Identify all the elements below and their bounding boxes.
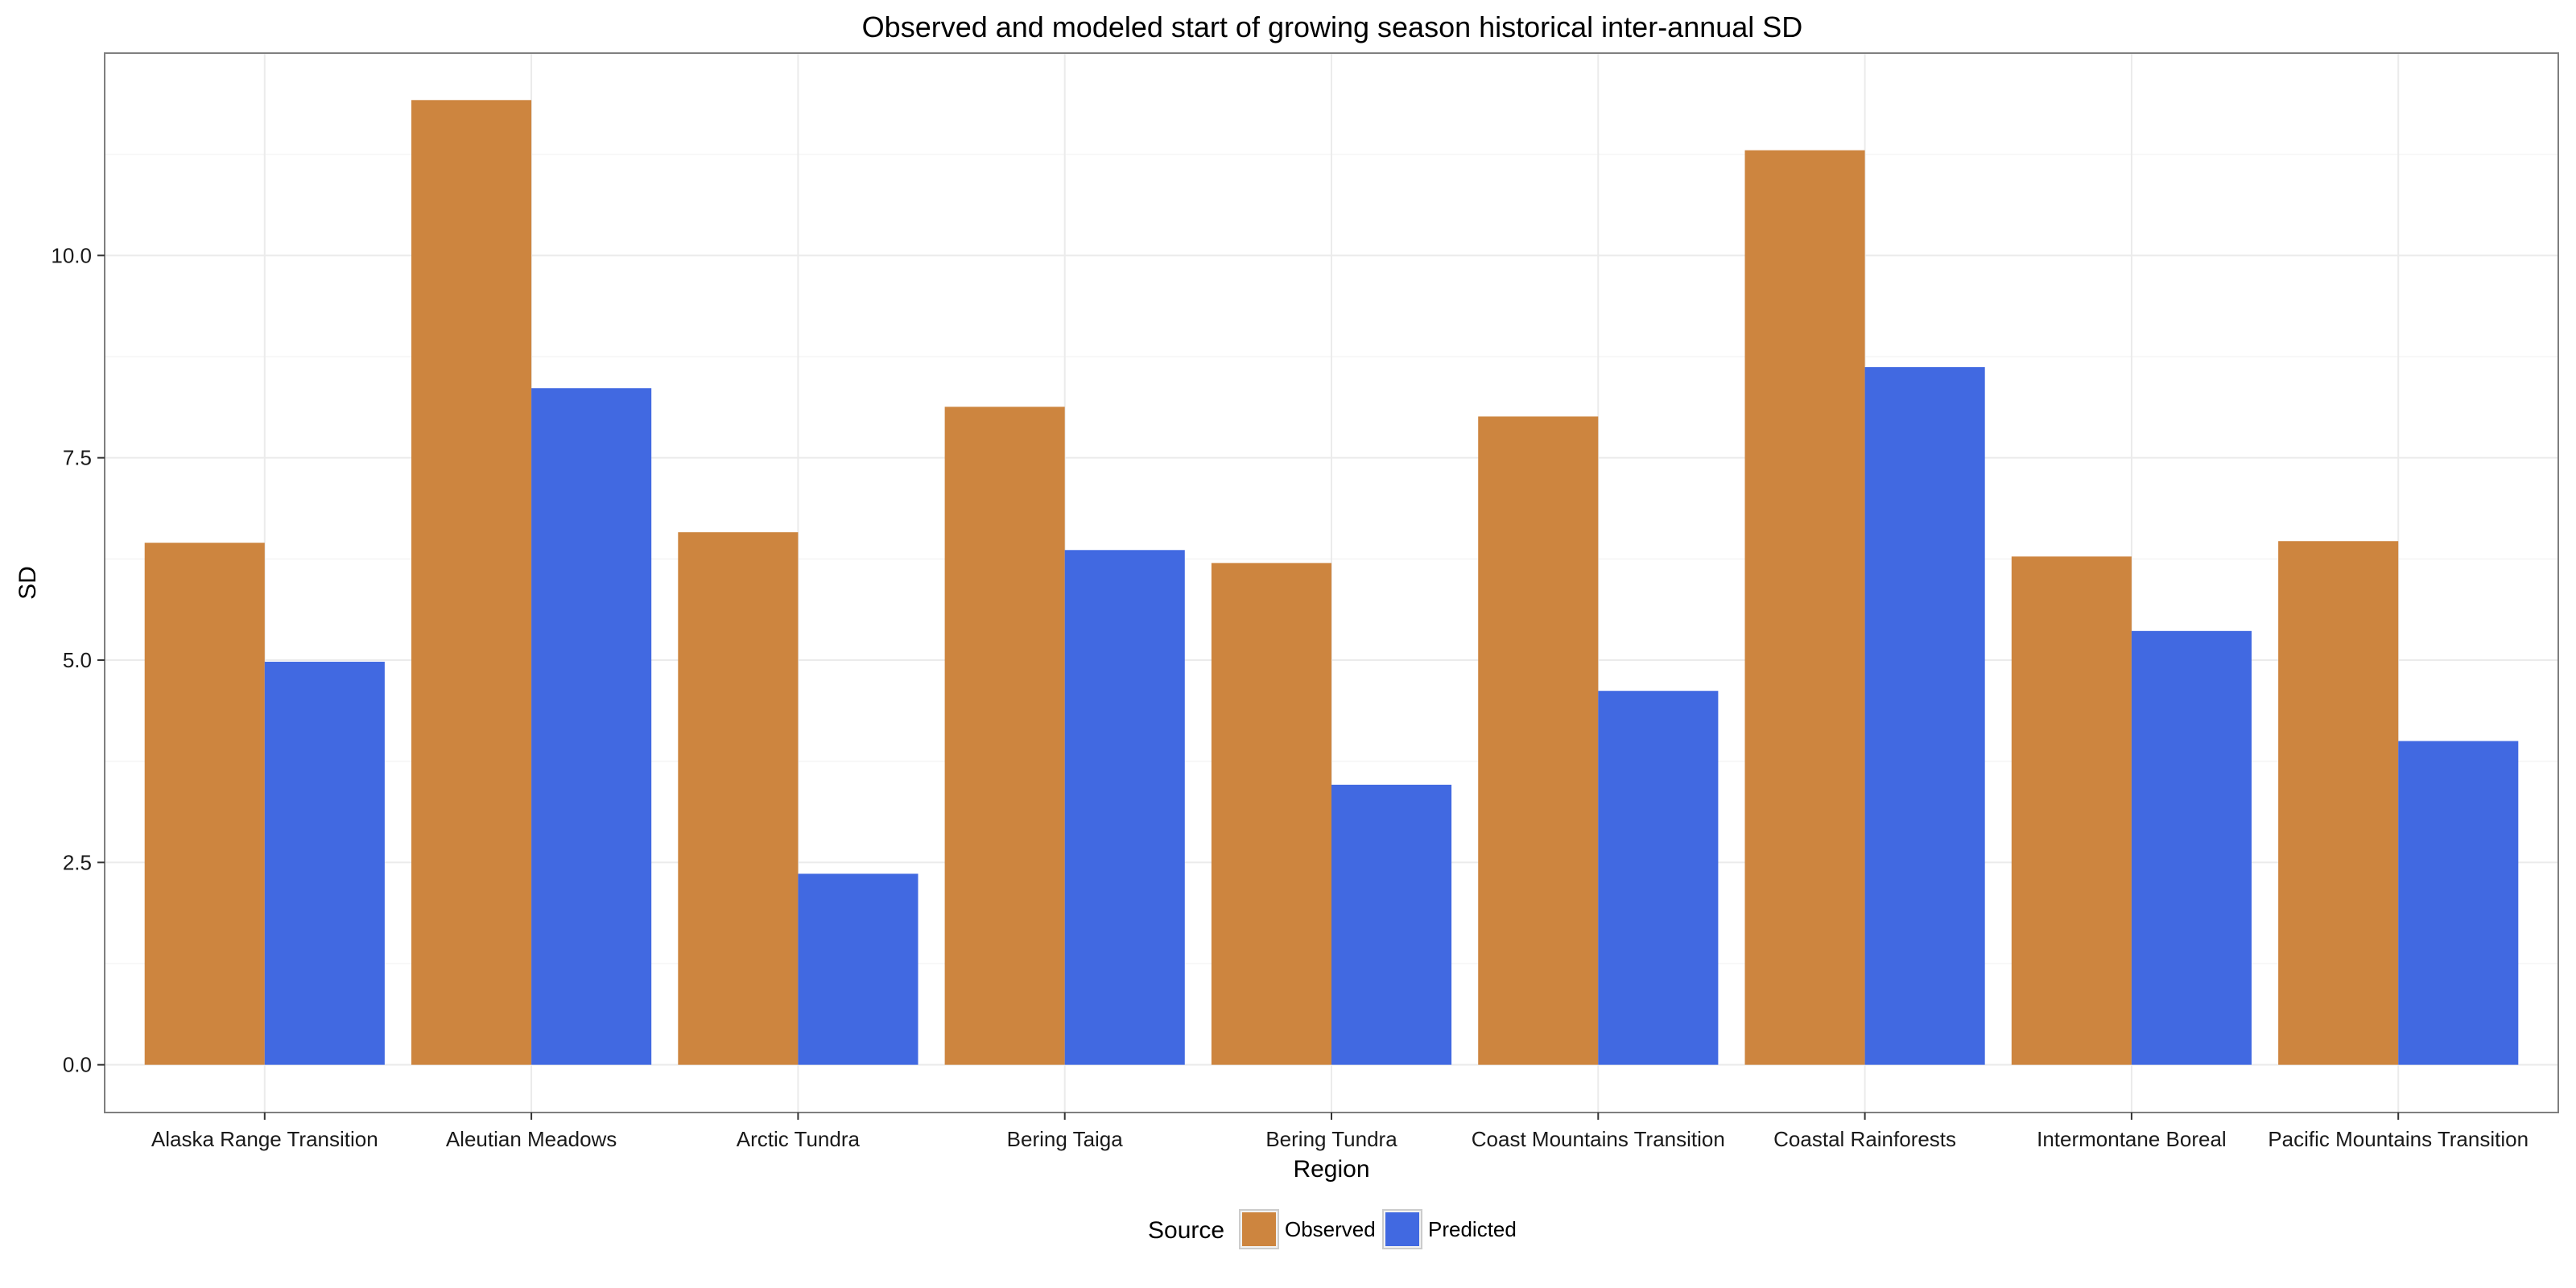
y-tick-label: 10.0 bbox=[51, 243, 92, 267]
bar-predicted-8 bbox=[2131, 630, 2252, 1065]
x-axis: Alaska Range Transition Aleutian Meadows A… bbox=[151, 1113, 2529, 1151]
bar-observed-1 bbox=[144, 543, 265, 1065]
y-tick-label: 7.5 bbox=[63, 446, 92, 470]
bar-predicted-2 bbox=[531, 388, 652, 1065]
x-tick-label: Bering Tundra bbox=[1265, 1127, 1397, 1151]
x-axis-title: Region bbox=[1293, 1156, 1369, 1183]
y-tick-label: 5.0 bbox=[63, 648, 92, 672]
bar-observed-2 bbox=[411, 100, 532, 1065]
bars bbox=[144, 100, 2519, 1065]
bar-predicted-5 bbox=[1331, 784, 1452, 1065]
bar-predicted-1 bbox=[264, 662, 385, 1065]
y-axis: 0.0 2.5 5.0 7.5 10.0 bbox=[51, 243, 105, 1077]
bar-observed-4 bbox=[944, 407, 1065, 1065]
bar-observed-6 bbox=[1478, 416, 1599, 1065]
legend-title: Source bbox=[1148, 1217, 1224, 1244]
bar-predicted-6 bbox=[1598, 691, 1719, 1065]
bar-observed-8 bbox=[2011, 556, 2132, 1065]
legend-key-observed bbox=[1242, 1212, 1276, 1246]
x-tick-label: Bering Taiga bbox=[1007, 1127, 1124, 1151]
chart-title: Observed and modeled start of growing se… bbox=[862, 10, 1803, 43]
legend-label-observed: Observed bbox=[1285, 1217, 1376, 1241]
y-tick-label: 0.0 bbox=[63, 1053, 92, 1077]
y-tick-label: 2.5 bbox=[63, 850, 92, 874]
x-tick-label: Pacific Mountains Transition bbox=[2268, 1127, 2529, 1151]
legend-key-predicted bbox=[1385, 1212, 1419, 1246]
x-tick-label: Arctic Tundra bbox=[737, 1127, 861, 1151]
x-tick-label: Coast Mountains Transition bbox=[1472, 1127, 1725, 1151]
bar-predicted-9 bbox=[2398, 741, 2519, 1065]
bar-predicted-7 bbox=[1864, 367, 1985, 1065]
bar-predicted-4 bbox=[1064, 550, 1185, 1065]
y-axis-title: SD bbox=[14, 566, 41, 600]
x-tick-label: Alaska Range Transition bbox=[151, 1127, 378, 1151]
bar-observed-7 bbox=[1744, 150, 1865, 1065]
x-tick-label: Aleutian Meadows bbox=[446, 1127, 617, 1151]
x-tick-label: Coastal Rainforests bbox=[1773, 1127, 1956, 1151]
legend: Source Observed Predicted bbox=[1148, 1209, 1517, 1249]
bar-observed-9 bbox=[2278, 541, 2399, 1065]
legend-label-predicted: Predicted bbox=[1428, 1217, 1517, 1241]
bar-observed-5 bbox=[1211, 563, 1331, 1065]
bar-predicted-3 bbox=[798, 873, 919, 1065]
x-tick-label: Intermontane Boreal bbox=[2037, 1127, 2227, 1151]
bar-observed-3 bbox=[678, 532, 799, 1065]
